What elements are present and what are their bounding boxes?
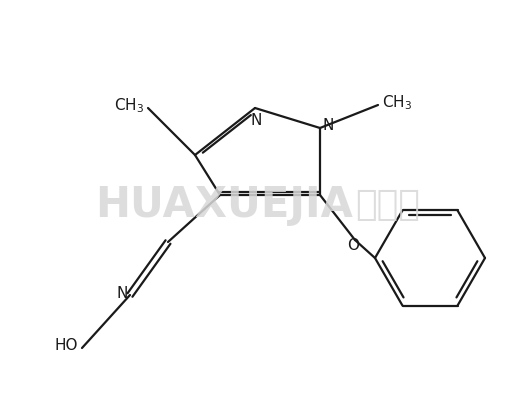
Text: N: N — [322, 119, 333, 134]
Text: CH$_3$: CH$_3$ — [114, 97, 144, 116]
Text: O: O — [347, 238, 359, 253]
Text: N: N — [250, 113, 262, 128]
Text: HO: HO — [54, 338, 78, 353]
Text: N: N — [116, 285, 128, 301]
Text: 化学加: 化学加 — [355, 188, 420, 222]
Text: CH$_3$: CH$_3$ — [382, 94, 412, 112]
Text: HUAXUEJIA: HUAXUEJIA — [95, 184, 353, 226]
